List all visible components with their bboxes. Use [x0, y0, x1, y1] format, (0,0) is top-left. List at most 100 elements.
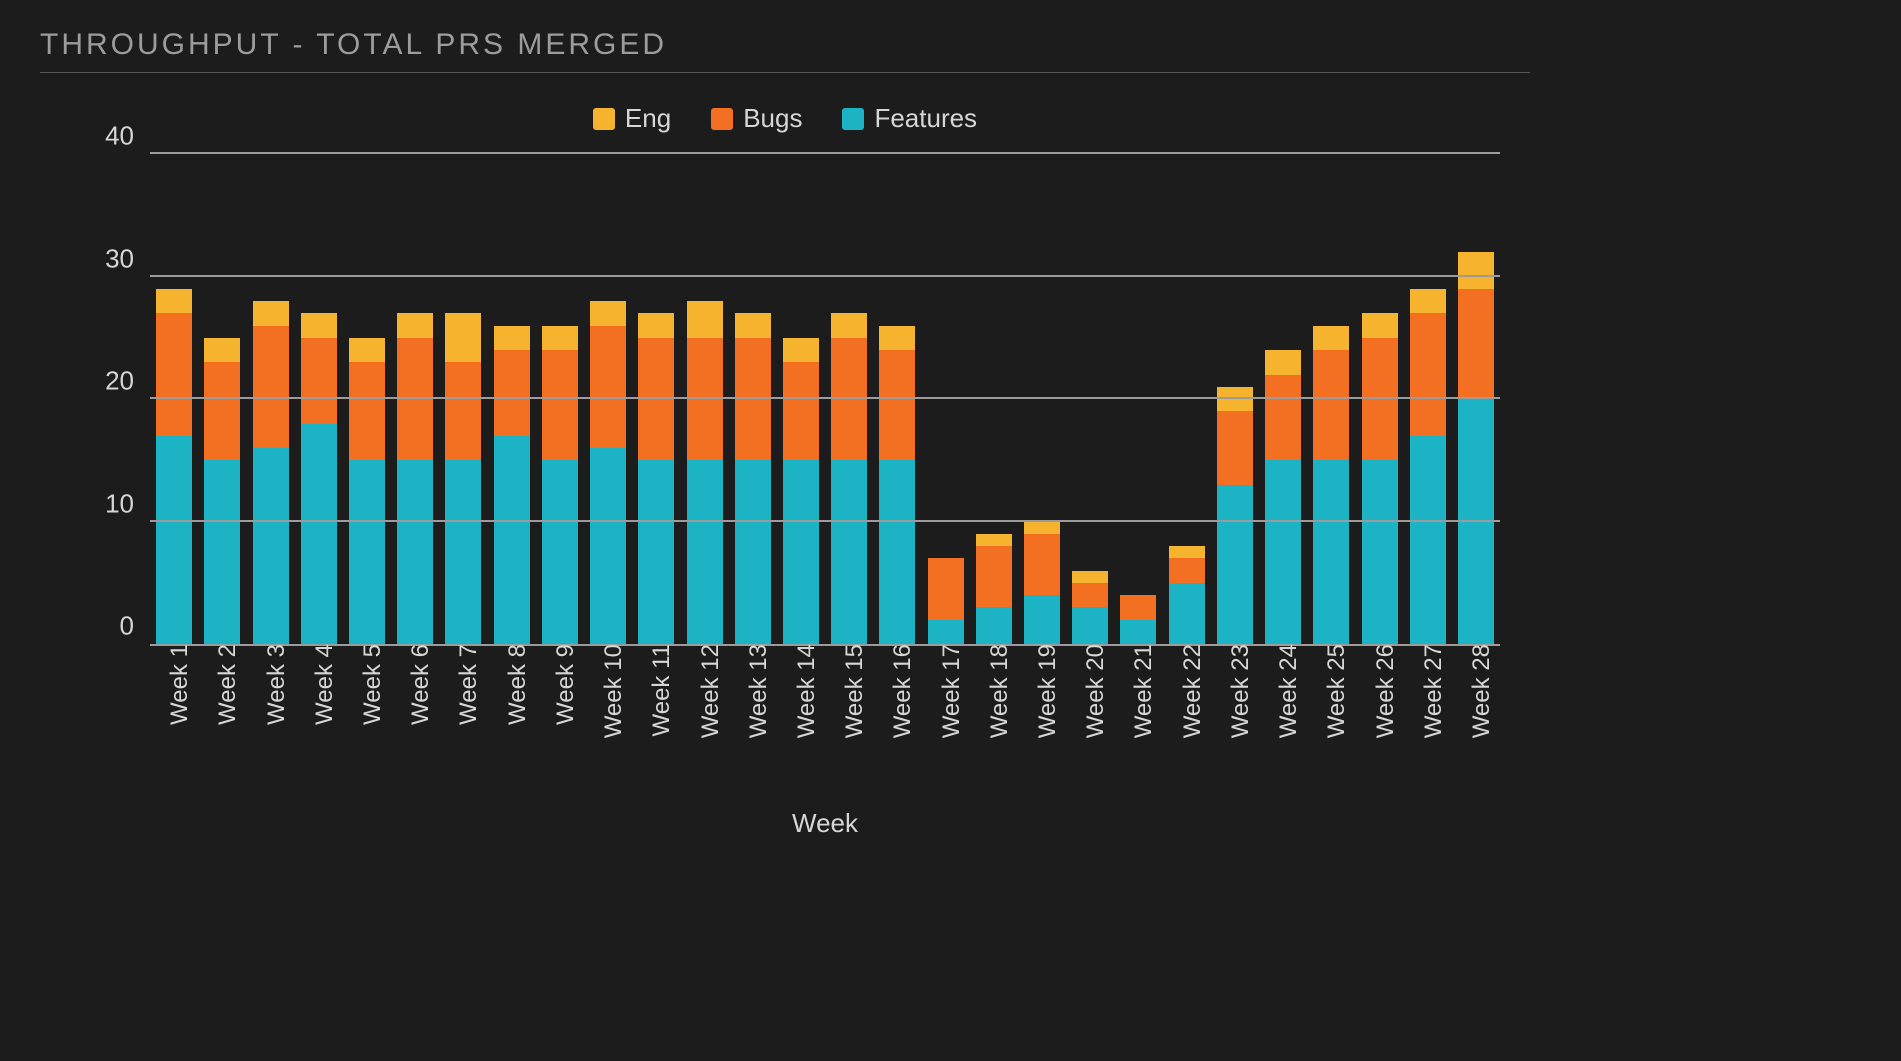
- bar-segment-features: [397, 460, 433, 644]
- bar-segment-bugs: [156, 313, 192, 436]
- bar-segment-features: [253, 448, 289, 644]
- bar-segment-features: [1458, 399, 1494, 644]
- bar: [253, 301, 289, 644]
- bar-segment-features: [542, 460, 578, 644]
- x-tick-label: Week 16: [877, 644, 917, 738]
- bar-segment-eng: [1458, 252, 1494, 289]
- bar: [928, 558, 964, 644]
- bar-segment-features: [783, 460, 819, 644]
- bar-segment-bugs: [783, 362, 819, 460]
- chart-area: EngBugsFeatures Week 1Week 2Week 3Week 4…: [40, 103, 1530, 803]
- bar-segment-eng: [1217, 387, 1253, 412]
- bar-column: Week 1: [150, 154, 198, 644]
- x-axis-title: Week: [792, 808, 858, 839]
- bar-segment-bugs: [1024, 534, 1060, 595]
- bar-column: Week 7: [439, 154, 487, 644]
- x-tick-label: Week 22: [1167, 644, 1207, 738]
- y-tick-label: 20: [105, 366, 150, 397]
- bar-column: Week 16: [873, 154, 921, 644]
- bar-segment-eng: [1410, 289, 1446, 314]
- bar-segment-features: [1217, 485, 1253, 644]
- bar-segment-features: [301, 424, 337, 645]
- x-tick-label: Week 11: [636, 644, 676, 737]
- bar-segment-features: [1313, 460, 1349, 644]
- bar-column: Week 9: [536, 154, 584, 644]
- bar: [976, 534, 1012, 644]
- bar-segment-features: [204, 460, 240, 644]
- legend-swatch-bugs: [711, 108, 733, 130]
- bar: [204, 338, 240, 644]
- bar-segment-bugs: [253, 326, 289, 449]
- bar-segment-bugs: [494, 350, 530, 436]
- bar-segment-eng: [349, 338, 385, 363]
- bar-column: Week 25: [1307, 154, 1355, 644]
- bar: [1410, 289, 1446, 644]
- bar-segment-eng: [397, 313, 433, 338]
- x-tick-label: Week 23: [1215, 644, 1255, 738]
- bar-segment-eng: [494, 326, 530, 351]
- bar-segment-eng: [879, 326, 915, 351]
- bar-segment-eng: [1362, 313, 1398, 338]
- bar: [542, 326, 578, 645]
- bar-segment-features: [735, 460, 771, 644]
- bar: [735, 313, 771, 644]
- bar-column: Week 27: [1404, 154, 1452, 644]
- bar: [1265, 350, 1301, 644]
- bar-segment-eng: [1072, 571, 1108, 583]
- bar: [1217, 387, 1253, 644]
- legend-label-eng: Eng: [625, 103, 671, 134]
- gridline: [150, 275, 1500, 277]
- y-tick-label: 30: [105, 243, 150, 274]
- bar-segment-features: [156, 436, 192, 644]
- x-tick-label: Week 18: [974, 644, 1014, 738]
- bar-column: Week 14: [777, 154, 825, 644]
- legend-swatch-eng: [593, 108, 615, 130]
- bar-segment-eng: [831, 313, 867, 338]
- bar-segment-bugs: [976, 546, 1012, 607]
- bar: [1313, 326, 1349, 645]
- bar-segment-eng: [1169, 546, 1205, 558]
- bar-segment-bugs: [445, 362, 481, 460]
- bar-column: Week 22: [1163, 154, 1211, 644]
- x-tick-label: Week 4: [299, 644, 339, 725]
- bar: [1458, 252, 1494, 644]
- gridline: [150, 397, 1500, 399]
- bar-segment-eng: [1313, 326, 1349, 351]
- x-tick-label: Week 8: [492, 644, 532, 725]
- bar: [397, 313, 433, 644]
- bar-segment-features: [1072, 607, 1108, 644]
- plot-area: Week 1Week 2Week 3Week 4Week 5Week 6Week…: [150, 154, 1500, 646]
- bar-segment-eng: [735, 313, 771, 338]
- bar-segment-bugs: [638, 338, 674, 461]
- x-tick-label: Week 9: [540, 644, 580, 725]
- bar-segment-bugs: [1362, 338, 1398, 461]
- bar-segment-eng: [445, 313, 481, 362]
- legend: EngBugsFeatures: [40, 103, 1530, 134]
- bar: [1072, 571, 1108, 645]
- bar-segment-bugs: [1217, 411, 1253, 485]
- bar: [687, 301, 723, 644]
- y-tick-label: 0: [120, 611, 150, 642]
- gridline: [150, 152, 1500, 154]
- bar-column: Week 20: [1066, 154, 1114, 644]
- bar-segment-bugs: [397, 338, 433, 461]
- legend-swatch-features: [842, 108, 864, 130]
- bar-segment-features: [590, 448, 626, 644]
- bar: [494, 326, 530, 645]
- bar: [1169, 546, 1205, 644]
- bar-segment-features: [1120, 620, 1156, 645]
- x-tick-label: Week 27: [1408, 644, 1448, 738]
- bar-segment-eng: [156, 289, 192, 314]
- legend-item-bugs: Bugs: [711, 103, 802, 134]
- gridline: [150, 520, 1500, 522]
- bar-column: Week 13: [729, 154, 777, 644]
- bar: [831, 313, 867, 644]
- bar: [156, 289, 192, 644]
- bar-column: Week 18: [970, 154, 1018, 644]
- bar-segment-bugs: [831, 338, 867, 461]
- bar-segment-eng: [253, 301, 289, 326]
- bar-segment-bugs: [542, 350, 578, 460]
- x-tick-label: Week 7: [443, 644, 483, 725]
- bar-segment-features: [976, 607, 1012, 644]
- bar: [349, 338, 385, 644]
